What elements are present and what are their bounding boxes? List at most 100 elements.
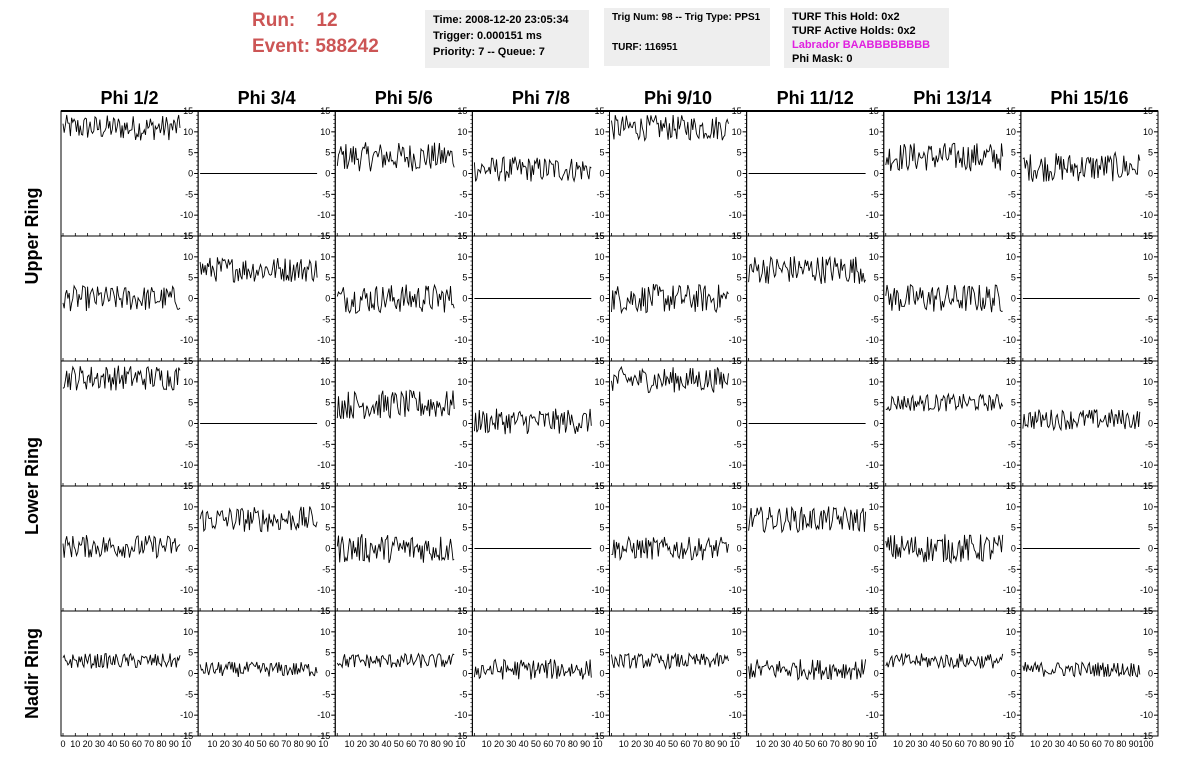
x-tick-label: 90 — [580, 739, 590, 749]
panel-frame — [746, 485, 885, 612]
y-tick-label: 0 — [737, 169, 742, 179]
y-tick-label: 15 — [1143, 356, 1153, 366]
y-tick-label: 0 — [1148, 294, 1153, 304]
y-tick-label: 0 — [188, 669, 193, 679]
y-tick-label: -10 — [180, 210, 193, 220]
y-tick-label: 5 — [325, 523, 330, 533]
run-label: Run: — [252, 10, 296, 31]
x-tick-label: 70 — [830, 739, 840, 749]
y-tick-label: 15 — [732, 606, 742, 616]
y-tick-label: 0 — [1011, 544, 1016, 554]
waveform-trace — [62, 535, 181, 559]
waveform-trace — [336, 142, 455, 172]
y-tick-label: 10 — [1143, 502, 1153, 512]
y-tick-label: -5 — [1145, 439, 1153, 449]
y-tick-label: 5 — [737, 273, 742, 283]
x-tick-label: 70 — [144, 739, 154, 749]
y-tick-label: 15 — [594, 231, 604, 241]
y-tick-label: 10 — [1143, 252, 1153, 262]
y-tick-label: 10 — [1143, 377, 1153, 387]
panel-frame — [60, 610, 199, 737]
waveform-trace — [611, 535, 729, 562]
y-tick-label: 10 — [594, 127, 604, 137]
y-tick-label: -5 — [1008, 189, 1016, 199]
y-tick-label: 15 — [320, 481, 330, 491]
y-tick-label: -10 — [317, 335, 330, 345]
x-tick-label: 10 — [1030, 739, 1040, 749]
y-tick-label: -5 — [1008, 689, 1016, 699]
x-tick-label: 20 — [357, 739, 367, 749]
x-tick-label: 10 — [207, 739, 217, 749]
x-tick-label: 80 — [1116, 739, 1126, 749]
y-tick-label: 5 — [874, 648, 879, 658]
y-tick-label: -5 — [322, 439, 330, 449]
x-tick-label: 80 — [431, 739, 441, 749]
y-tick-label: 0 — [874, 544, 879, 554]
y-tick-label: 15 — [1006, 481, 1016, 491]
y-tick-label: 0 — [737, 419, 742, 429]
y-tick-label: 10 — [1006, 502, 1016, 512]
x-tick-label: 40 — [793, 739, 803, 749]
y-tick-label: -5 — [459, 564, 467, 574]
y-tick-label: -10 — [180, 585, 193, 595]
x-tick-label: 50 — [531, 739, 541, 749]
y-tick-label: 5 — [462, 273, 467, 283]
y-tick-label: -15 — [1003, 731, 1016, 741]
x-tick-label: 70 — [967, 739, 977, 749]
y-tick-label: 0 — [599, 294, 604, 304]
x-tick-label: 10 — [70, 739, 80, 749]
waveform-trace — [611, 283, 729, 315]
y-tick-label: -5 — [871, 689, 879, 699]
waveform-trace — [62, 365, 181, 391]
y-tick-label: 15 — [457, 356, 467, 366]
y-tick-label: 10 — [320, 377, 330, 387]
y-tick-label: 5 — [188, 273, 193, 283]
y-tick-label: -10 — [866, 460, 879, 470]
x-tick-label: 10 — [1004, 739, 1014, 749]
y-tick-label: 10 — [457, 127, 467, 137]
y-tick-label: 10 — [1006, 252, 1016, 262]
y-tick-label: -15 — [180, 731, 193, 741]
y-tick-label: 5 — [1148, 648, 1153, 658]
y-tick-label: 15 — [1143, 606, 1153, 616]
y-tick-label: 0 — [874, 169, 879, 179]
waveform-trace — [62, 114, 181, 141]
y-tick-label: 15 — [457, 606, 467, 616]
y-tick-label: 5 — [1011, 648, 1016, 658]
x-tick-label: 40 — [107, 739, 117, 749]
panel-frame — [334, 610, 473, 737]
y-tick-label: 10 — [1006, 127, 1016, 137]
y-tick-label: 0 — [599, 169, 604, 179]
y-tick-label: 0 — [737, 669, 742, 679]
run-event-box: Run: 12 Event: 588242 — [252, 8, 412, 64]
y-tick-label: 0 — [188, 169, 193, 179]
y-tick-label: 0 — [599, 544, 604, 554]
y-tick-label: -10 — [866, 710, 879, 720]
y-tick-label: 0 — [325, 669, 330, 679]
waveform-trace — [473, 156, 592, 183]
y-tick-label: -5 — [596, 689, 604, 699]
y-tick-label: 0 — [874, 294, 879, 304]
y-tick-label: 10 — [732, 627, 742, 637]
y-tick-label: -5 — [459, 314, 467, 324]
y-tick-label: -10 — [454, 460, 467, 470]
y-tick-label: -5 — [1008, 439, 1016, 449]
run-line: Run: 12 — [252, 8, 412, 34]
y-tick-label: 5 — [462, 398, 467, 408]
y-tick-label: -5 — [734, 314, 742, 324]
y-tick-label: 10 — [183, 252, 193, 262]
x-tick-label: 60 — [132, 739, 142, 749]
y-tick-label: 10 — [1006, 627, 1016, 637]
y-tick-label: -10 — [729, 585, 742, 595]
y-tick-label: -10 — [591, 210, 604, 220]
y-tick-label: 0 — [874, 669, 879, 679]
y-tick-label: -5 — [185, 689, 193, 699]
y-tick-label: 15 — [1143, 231, 1153, 241]
y-tick-label: 5 — [325, 148, 330, 158]
y-tick-label: 15 — [1006, 231, 1016, 241]
x-tick-label: 50 — [120, 739, 130, 749]
y-tick-label: 15 — [732, 356, 742, 366]
y-tick-label: -15 — [454, 731, 467, 741]
waveform-trace — [611, 114, 729, 142]
